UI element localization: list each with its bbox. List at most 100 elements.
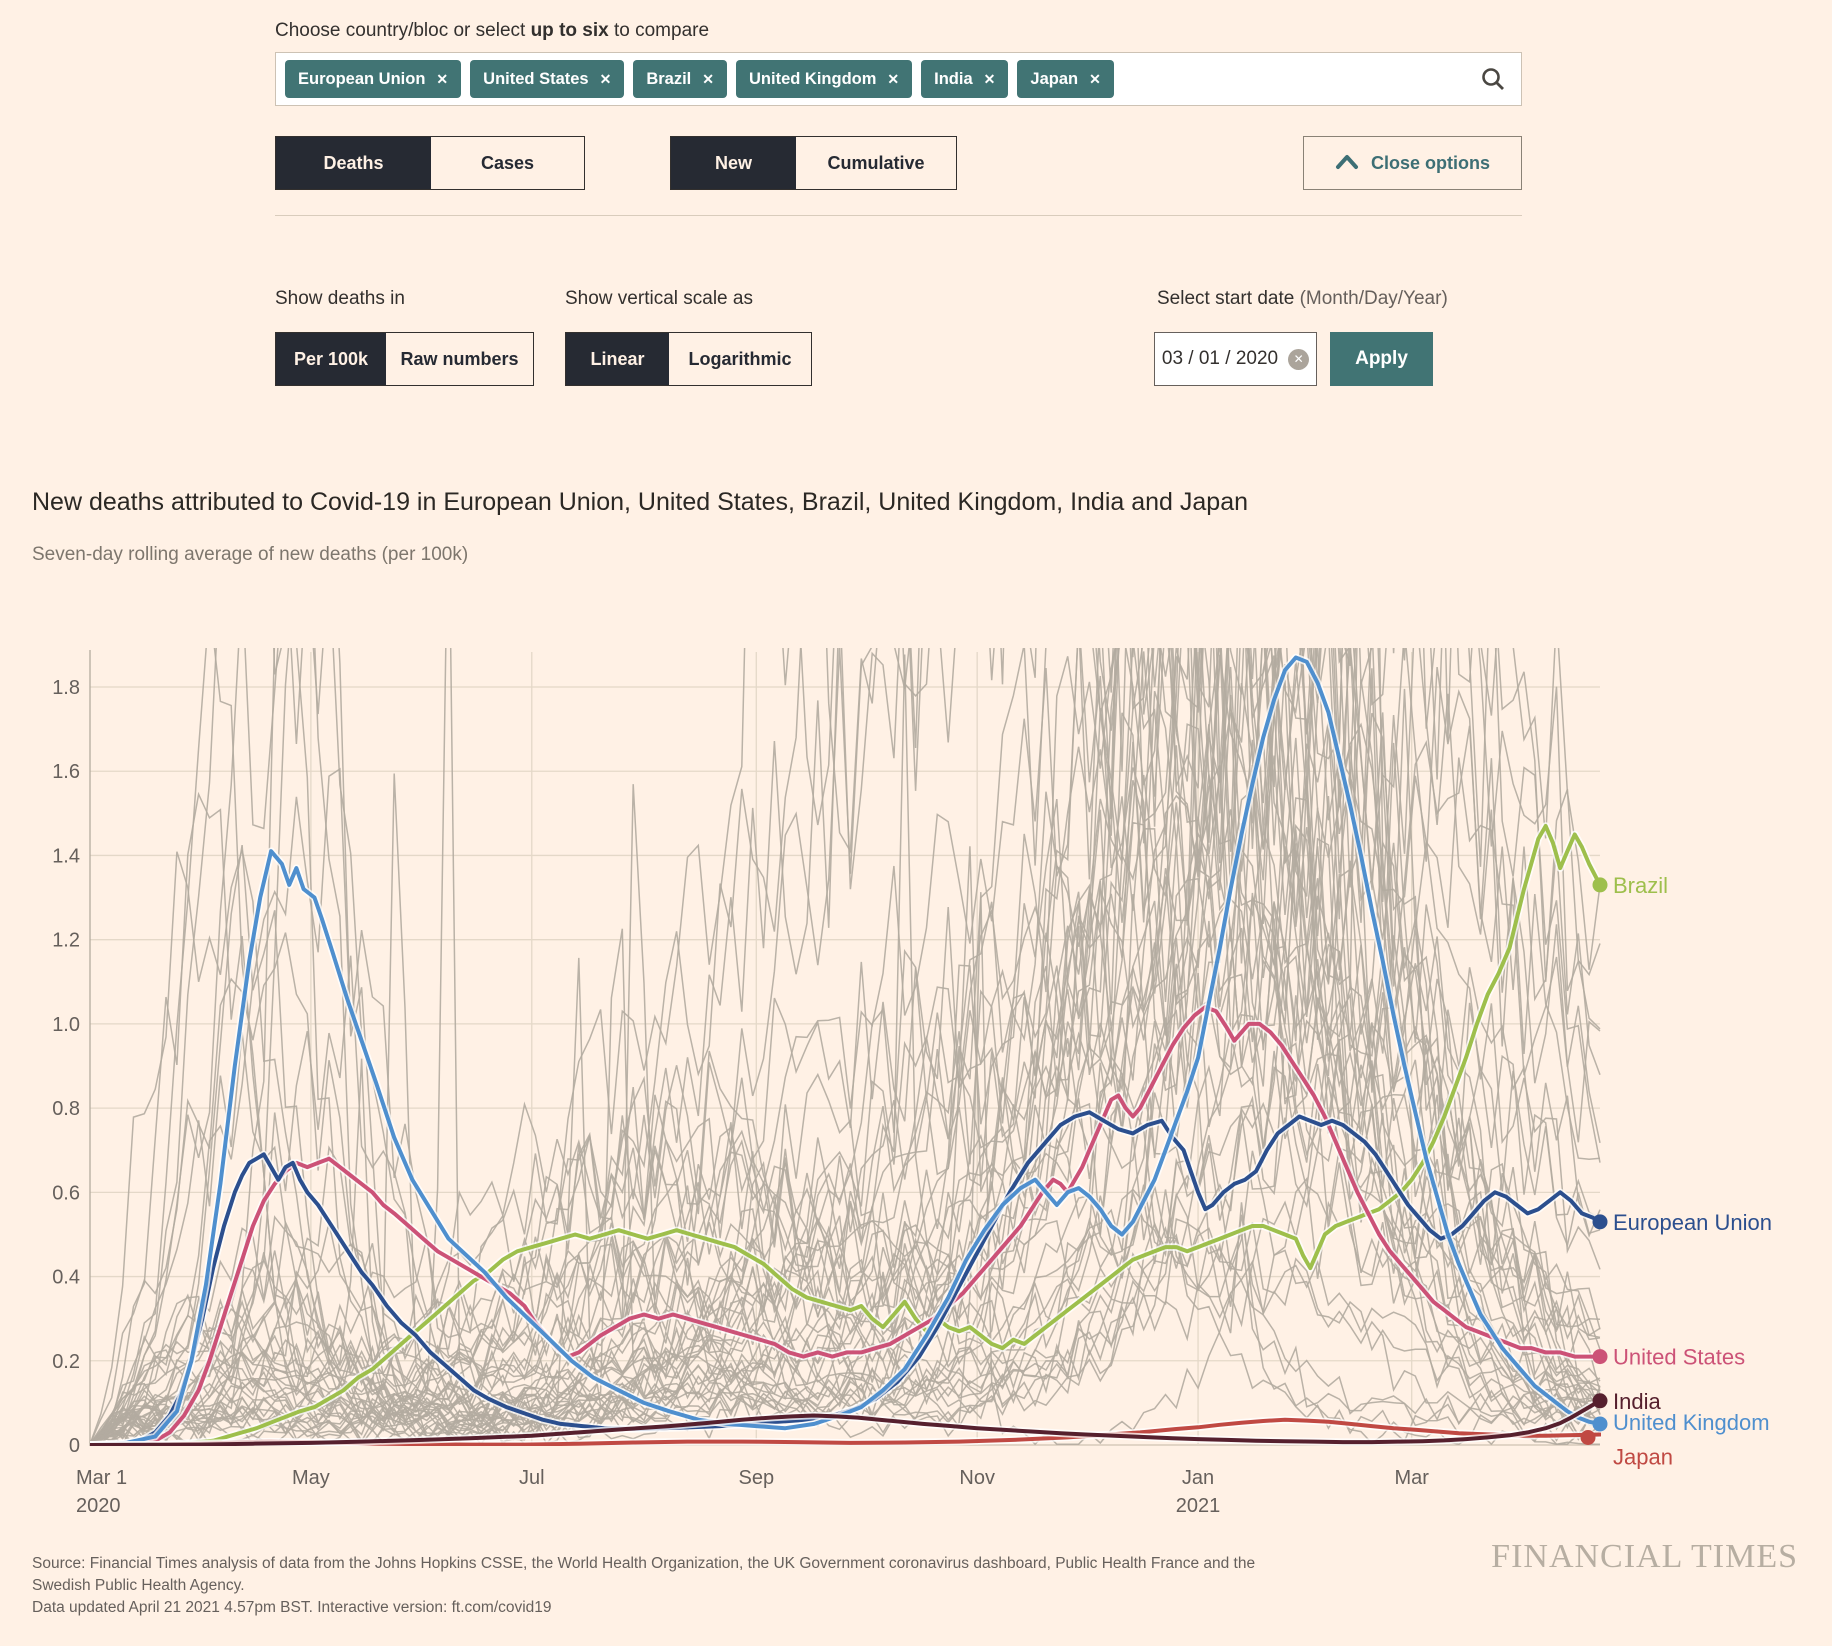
start-date-value: 03 / 01 / 2020 <box>1161 348 1279 369</box>
country-tag-label: European Union <box>298 69 426 88</box>
series-label-european-union: European Union <box>1613 1210 1772 1235</box>
options-divider <box>275 215 1522 216</box>
close-options-button[interactable]: Close options <box>1303 136 1522 190</box>
search-icon[interactable] <box>1480 66 1507 93</box>
background-country-line <box>90 648 1601 1445</box>
y-tick-label: 1.8 <box>52 677 80 699</box>
x-tick-sublabel: 2020 <box>76 1495 121 1517</box>
per-toggle: Per 100k Raw numbers <box>275 332 534 386</box>
start-date-input[interactable]: 03 / 01 / 2020 ✕ <box>1154 332 1317 386</box>
tag-remove-icon[interactable]: ✕ <box>1089 70 1101 87</box>
y-tick-label: 0.2 <box>52 1351 80 1373</box>
series-label-brazil: Brazil <box>1613 873 1668 898</box>
background-country-line <box>90 809 1601 1445</box>
y-tick-label: 0.6 <box>52 1182 80 1204</box>
scale-toggle: Linear Logarithmic <box>565 332 812 386</box>
clear-date-icon[interactable]: ✕ <box>1288 348 1310 370</box>
toggle-option-logarithmic[interactable]: Logarithmic <box>688 348 792 369</box>
country-tag[interactable]: United Kingdom ✕ <box>736 60 913 98</box>
chooser-label-bold: up to six <box>530 20 609 41</box>
series-line-european-union <box>90 1110 1601 1446</box>
tag-remove-icon[interactable]: ✕ <box>887 70 900 87</box>
x-tick-label: Mar 1 <box>76 1467 127 1489</box>
source-line-1: Source: Financial Times analysis of data… <box>32 1555 1256 1572</box>
country-tag-label: India <box>934 69 973 88</box>
series-line-united-kingdom <box>90 655 1601 1446</box>
country-tag-label: Brazil <box>646 69 692 88</box>
scale-label: Show vertical scale as <box>565 288 753 309</box>
background-country-line <box>90 648 1601 1445</box>
tag-remove-icon[interactable]: ✕ <box>702 70 714 87</box>
country-tag[interactable]: Japan ✕ <box>1017 60 1114 98</box>
mode-toggle: New Cumulative <box>670 136 957 190</box>
tag-remove-icon[interactable]: ✕ <box>983 70 996 87</box>
toggle-option-raw-numbers[interactable]: Raw numbers <box>400 348 519 369</box>
series-label-japan: Japan <box>1613 1444 1673 1469</box>
background-country-line <box>90 648 1601 1445</box>
toggle-option-linear[interactable]: Linear <box>566 333 669 385</box>
ft-watermark: FINANCIAL TIMES <box>1491 1538 1798 1575</box>
country-tag[interactable]: European Union ✕ <box>285 60 462 98</box>
y-tick-label: 1.2 <box>52 930 80 952</box>
country-tag[interactable]: United States ✕ <box>470 60 625 98</box>
background-country-line <box>90 978 1601 1446</box>
y-tick-label: 1.4 <box>52 845 80 867</box>
x-tick-label: May <box>292 1467 330 1489</box>
series-label-united-states: United States <box>1613 1345 1745 1370</box>
country-tag[interactable]: Brazil ✕ <box>633 60 727 98</box>
start-date-label: Select start date <box>1157 288 1295 309</box>
series-dot-japan <box>1580 1429 1596 1445</box>
background-country-line <box>90 648 1601 1445</box>
updated-line: Data updated April 21 2021 4.57pm BST. I… <box>32 1599 552 1616</box>
background-country-line <box>90 648 1601 1445</box>
series-dot-united-states <box>1592 1349 1608 1365</box>
background-country-line <box>90 794 1601 1445</box>
background-country-line <box>90 648 1601 1445</box>
toggle-option-cumulative[interactable]: Cumulative <box>827 152 925 173</box>
x-tick-sublabel: 2021 <box>1176 1495 1221 1517</box>
close-options-label: Close options <box>1370 152 1490 173</box>
x-tick-label: Mar <box>1394 1467 1429 1489</box>
tag-remove-icon[interactable]: ✕ <box>436 70 449 87</box>
start-date-format: (Month/Day/Year) <box>1299 288 1448 309</box>
country-search-input[interactable] <box>1122 68 1480 90</box>
metric-toggle: Deaths Cases <box>275 136 585 190</box>
background-country-line <box>90 648 1601 1445</box>
background-country-line <box>90 648 1601 1445</box>
y-tick-label: 0.4 <box>52 1267 80 1289</box>
country-chooser-label: Choose country/bloc or select up to six … <box>275 20 709 42</box>
chooser-label-suffix: to compare <box>608 20 710 41</box>
toggle-option-deaths[interactable]: Deaths <box>276 137 431 189</box>
series-dot-india <box>1592 1393 1608 1409</box>
toggle-option-per-100k[interactable]: Per 100k <box>276 333 386 385</box>
country-tag-label: United States <box>483 69 589 88</box>
y-tick-label: 0 <box>69 1435 80 1457</box>
country-tag[interactable]: India ✕ <box>921 60 1009 98</box>
tag-remove-icon[interactable]: ✕ <box>599 70 612 87</box>
background-country-line <box>90 877 1601 1445</box>
show-deaths-label: Show deaths in <box>275 288 405 309</box>
y-tick-label: 1.0 <box>52 1014 80 1036</box>
start-date-label-group: Select start date (Month/Day/Year) <box>1157 288 1448 310</box>
country-tag-label: Japan <box>1030 69 1079 88</box>
background-country-line <box>90 648 1601 1445</box>
toggle-option-cases[interactable]: Cases <box>480 152 535 173</box>
y-tick-label: 1.6 <box>52 761 80 783</box>
country-search-box[interactable]: European Union ✕ United States ✕ Brazil ✕ Unit… <box>275 52 1522 106</box>
toggle-option-new[interactable]: New <box>671 137 796 189</box>
chart-subtitle: Seven-day rolling average of new deaths … <box>32 544 469 565</box>
x-tick-label: Nov <box>959 1467 995 1489</box>
series-label-india: India <box>1613 1389 1661 1414</box>
background-country-line <box>90 648 1601 1445</box>
plot-area <box>90 648 1601 1446</box>
series-dot-brazil <box>1592 877 1608 893</box>
apply-button[interactable]: Apply <box>1330 332 1433 386</box>
background-country-line <box>90 648 1601 1445</box>
x-tick-label: Sep <box>738 1467 774 1489</box>
series-dot-european-union <box>1592 1214 1608 1230</box>
y-tick-label: 0.8 <box>52 1098 80 1120</box>
source-text: Source: Financial Times analysis of data… <box>32 1553 1255 1619</box>
series-label-united-kingdom: United Kingdom <box>1613 1410 1770 1435</box>
